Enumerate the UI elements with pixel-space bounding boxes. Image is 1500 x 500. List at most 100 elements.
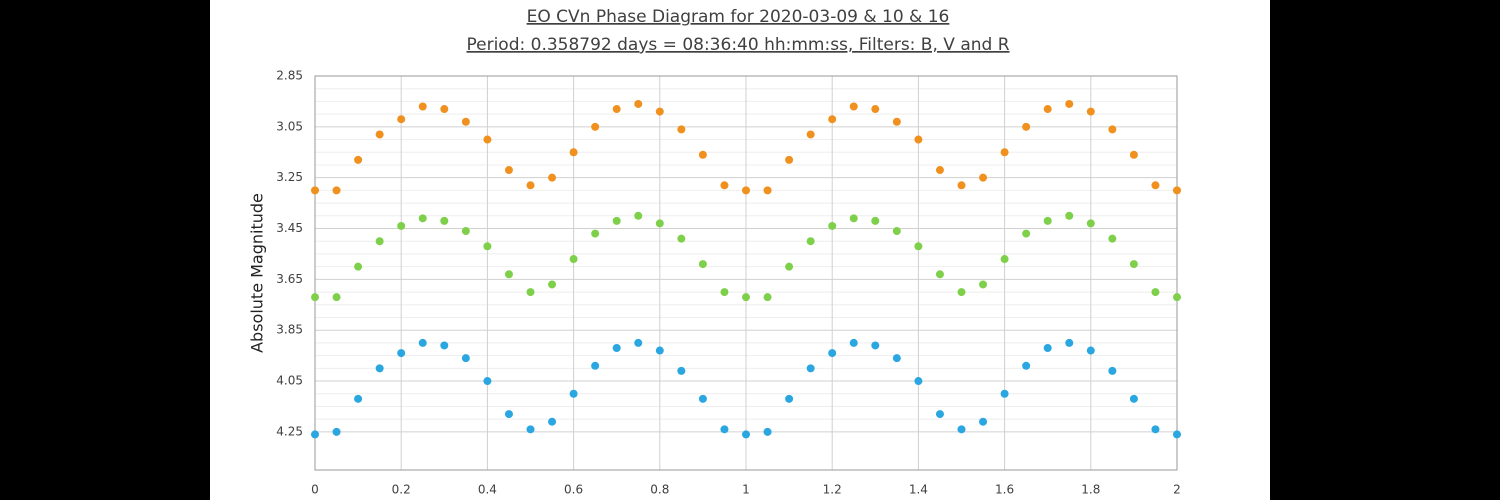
point [785,262,794,271]
point [957,288,966,297]
point [979,173,988,182]
point [655,346,664,355]
point [354,155,363,164]
point [1043,216,1052,225]
point [1000,389,1009,398]
point [1173,186,1181,195]
x-tick-label: 1.8 [1081,483,1100,497]
point [849,214,858,223]
panel [210,0,1270,500]
point [677,366,686,375]
point [461,354,470,363]
y-tick-label: 4.05 [276,374,303,388]
point [1065,99,1074,108]
point [612,105,621,114]
point [526,288,535,297]
point [418,102,427,111]
point [849,102,858,111]
point [1108,125,1117,134]
point [892,354,901,363]
point [828,115,837,124]
point [720,288,729,297]
point [677,234,686,243]
point [569,255,578,264]
point [1173,293,1181,302]
point [720,181,729,190]
point [526,425,535,434]
point [655,219,664,228]
point [397,115,406,124]
point [311,430,319,439]
point [935,166,944,175]
point [1043,343,1052,352]
point [1000,148,1009,157]
point [806,364,815,373]
point [1108,234,1117,243]
point [332,186,341,195]
point [1108,366,1117,375]
x-tick-label: 0.6 [564,483,583,497]
point [440,216,449,225]
point [871,216,880,225]
point [1129,150,1138,159]
point [742,430,750,439]
point [1086,219,1095,228]
point [354,262,363,271]
point [612,216,621,225]
point [461,227,470,236]
y-tick-label: 3.45 [276,221,303,235]
point [1151,288,1160,297]
point [440,341,449,350]
point [1086,107,1095,116]
point [1022,122,1031,131]
point [1043,105,1052,114]
y-tick-label: 3.05 [276,119,303,133]
y-tick-label: 2.85 [276,69,303,83]
point [914,377,923,386]
point [418,214,427,223]
point [375,130,384,139]
point [548,280,557,289]
x-tick-label: 0.4 [478,483,497,497]
point [634,338,643,347]
x-tick-label: 1.2 [823,483,842,497]
point [548,417,557,426]
x-tick-label: 1.6 [995,483,1014,497]
point [698,394,707,403]
point [957,181,966,190]
point [1065,211,1074,220]
point [720,425,729,434]
point [1022,229,1031,238]
point [1065,338,1074,347]
point [763,427,772,436]
point [849,338,858,347]
point [914,135,923,144]
point [569,389,578,398]
point [397,349,406,358]
point [1129,394,1138,403]
point [504,410,513,419]
y-tick-label: 3.25 [276,170,303,184]
point [354,394,363,403]
point [763,293,772,302]
point [504,270,513,279]
x-tick-label: 1.4 [909,483,928,497]
point [332,293,341,302]
point [828,221,837,230]
point [483,377,492,386]
point [526,181,535,190]
point [548,173,557,182]
point [979,280,988,289]
chart-subtitle: Period: 0.358792 days = 08:36:40 hh:mm:s… [466,35,1009,55]
y-tick-label: 4.25 [276,424,303,438]
chart-title: EO CVn Phase Diagram for 2020-03-09 & 10… [527,7,950,27]
point [483,242,492,251]
x-tick-label: 2 [1173,483,1181,497]
point [1022,361,1031,370]
point [677,125,686,134]
point [634,211,643,220]
x-tick-label: 0.8 [650,483,669,497]
point [914,242,923,251]
